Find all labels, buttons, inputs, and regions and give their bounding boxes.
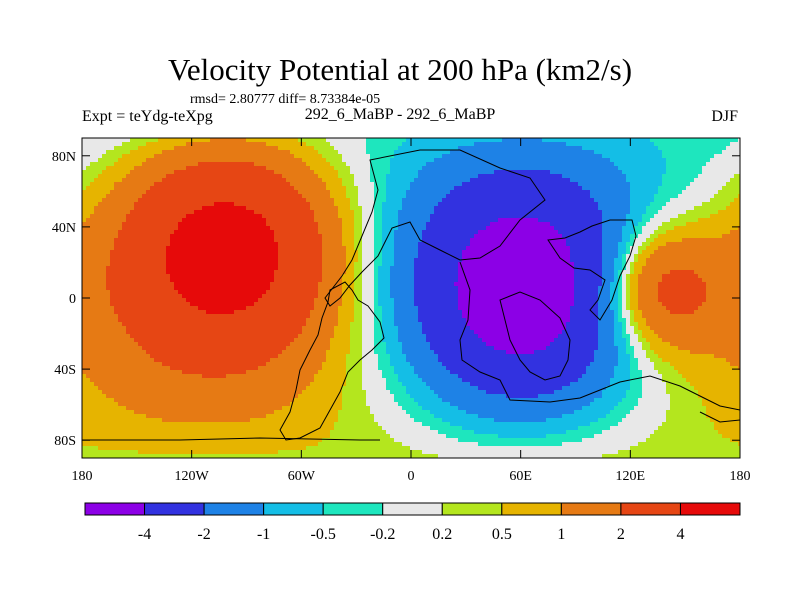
y-tick-label: 40N [52,221,76,236]
y-tick-label: 80N [52,150,76,165]
x-axis: 180 120W 60W 0 60E 120E 180 [72,138,751,484]
case-label: 292_6_MaBP - 292_6_MaBP [304,106,496,123]
colorbar-swatch [441,502,503,516]
colorbar-swatch [679,502,741,516]
colorbar-swatch [560,502,622,516]
y-tick-label: 80S [54,434,76,449]
experiment-label: Expt = teYdg-teXpg [82,108,213,125]
colorbar-swatch [501,502,562,516]
colorbar-label: -4 [138,526,151,543]
y-tick-label: 0 [69,292,76,307]
y-tick-label: 40S [54,363,76,378]
colorbar-label: -2 [197,526,210,543]
colorbar-swatch [144,502,205,516]
coastlines [82,149,740,441]
colorbar-label: -1 [257,526,270,543]
x-tick-label: 60W [288,469,316,484]
x-tick-label: 180 [72,469,93,484]
x-tick-label: 120W [175,469,210,484]
chart-title: Velocity Potential at 200 hPa (km2/s) [167,52,633,87]
colorbar: -4 -2 -1 -0.5 -0.2 0.2 0.5 1 2 4 [84,502,741,543]
season-label: DJF [711,108,738,125]
x-tick-label: 180 [730,469,751,484]
colorbar-label: 1 [557,526,565,543]
colorbar-swatch [620,502,681,516]
x-tick-label: 120E [616,469,646,484]
colorbar-swatch [322,502,384,516]
contour-field [82,138,740,458]
y-axis: 80N 40N 0 40S 80S [52,150,740,449]
colorbar-swatch [382,502,443,516]
colorbar-label: -0.5 [311,526,336,543]
colorbar-label: -0.2 [370,526,395,543]
colorbar-swatch [263,502,324,516]
colorbar-label: 0.2 [432,526,452,543]
colorbar-swatch [203,502,265,516]
x-tick-label: 0 [408,469,415,484]
colorbar-label: 4 [676,526,684,543]
stats-label: rmsd= 2.80777 diff= 8.73384e-05 [190,92,381,107]
colorbar-swatch [84,502,146,516]
x-tick-label: 60E [509,469,532,484]
colorbar-label: 2 [617,526,625,543]
colorbar-label: 0.5 [492,526,512,543]
